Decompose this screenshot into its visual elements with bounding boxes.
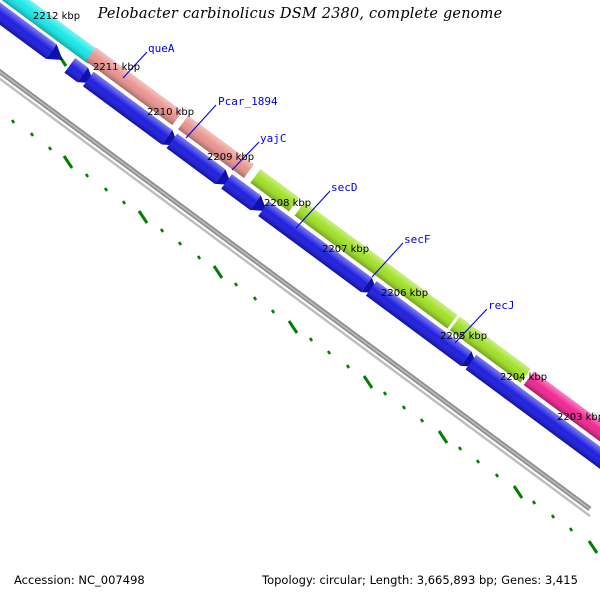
feature-blue-under-yajC[interactable] bbox=[221, 174, 272, 218]
leader-yajC bbox=[231, 141, 260, 171]
genome-backbone-axis bbox=[0, 68, 592, 517]
feature-secF-chartreuse[interactable] bbox=[449, 316, 531, 383]
tick-label-2211: 2211 kbp bbox=[93, 62, 141, 73]
gene-label-recJ[interactable]: recJ bbox=[488, 299, 515, 312]
feature-blue-under-recJ[interactable] bbox=[465, 354, 600, 484]
genome-stats-text: Topology: circular; Length: 3,665,893 bp… bbox=[262, 573, 578, 587]
tick-label-2209: 2209 kbp bbox=[207, 152, 255, 163]
tick-label-2204: 2204 kbp bbox=[500, 372, 548, 383]
feature-queA-salmon[interactable] bbox=[85, 47, 183, 126]
leader-secF bbox=[371, 242, 404, 278]
leader-queA bbox=[122, 51, 148, 79]
scale-tick-marks bbox=[4, 17, 599, 554]
feature-secD-chartreuse[interactable] bbox=[294, 201, 458, 329]
tick-label-2207: 2207 kbp bbox=[322, 244, 370, 255]
gene-label-leaders bbox=[122, 51, 488, 344]
gene-label-Pcar_1894[interactable]: Pcar_1894 bbox=[218, 95, 278, 108]
tick-label-2205: 2205 kbp bbox=[440, 331, 488, 342]
feature-track-upper[interactable] bbox=[0, 0, 600, 535]
feature-blue-upper-1[interactable] bbox=[0, 0, 68, 67]
gene-label-yajC[interactable]: yajC bbox=[260, 132, 287, 145]
leader-secD bbox=[295, 190, 331, 229]
tick-label-2206: 2206 kbp bbox=[381, 288, 429, 299]
feature-recJ-magenta[interactable] bbox=[523, 371, 600, 466]
gene-label-secF[interactable]: secF bbox=[404, 233, 431, 246]
leader-recJ bbox=[454, 308, 488, 344]
feature-Pcar_1894-salmon[interactable] bbox=[178, 115, 255, 179]
tick-label-2210: 2210 kbp bbox=[147, 107, 195, 118]
feature-yajC-chartreuse[interactable] bbox=[250, 169, 300, 212]
leader-Pcar_1894 bbox=[185, 104, 217, 139]
accession-text: Accession: NC_007498 bbox=[14, 573, 145, 587]
gene-label-secD[interactable]: secD bbox=[331, 181, 358, 194]
tick-label-2203: 2203 kbp bbox=[557, 412, 600, 423]
page-title: Pelobacter carbinolicus DSM 2380, comple… bbox=[97, 6, 503, 22]
tick-label-2208: 2208 kbp bbox=[264, 198, 312, 209]
gene-label-queA[interactable]: queA bbox=[148, 42, 175, 55]
tick-label-2212: 2212 kbp bbox=[33, 11, 81, 22]
